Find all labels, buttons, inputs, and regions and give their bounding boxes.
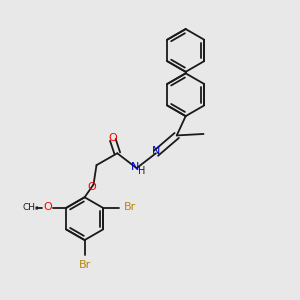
Text: O: O [88, 182, 96, 193]
Text: N: N [131, 162, 139, 172]
Text: O: O [43, 202, 52, 212]
Text: methoxy: methoxy [36, 206, 42, 208]
Text: O: O [109, 133, 117, 142]
Text: CH₃: CH₃ [22, 202, 39, 211]
Text: Br: Br [79, 260, 91, 270]
Text: N: N [152, 146, 160, 156]
Text: H: H [138, 166, 146, 176]
Text: Br: Br [124, 202, 136, 212]
